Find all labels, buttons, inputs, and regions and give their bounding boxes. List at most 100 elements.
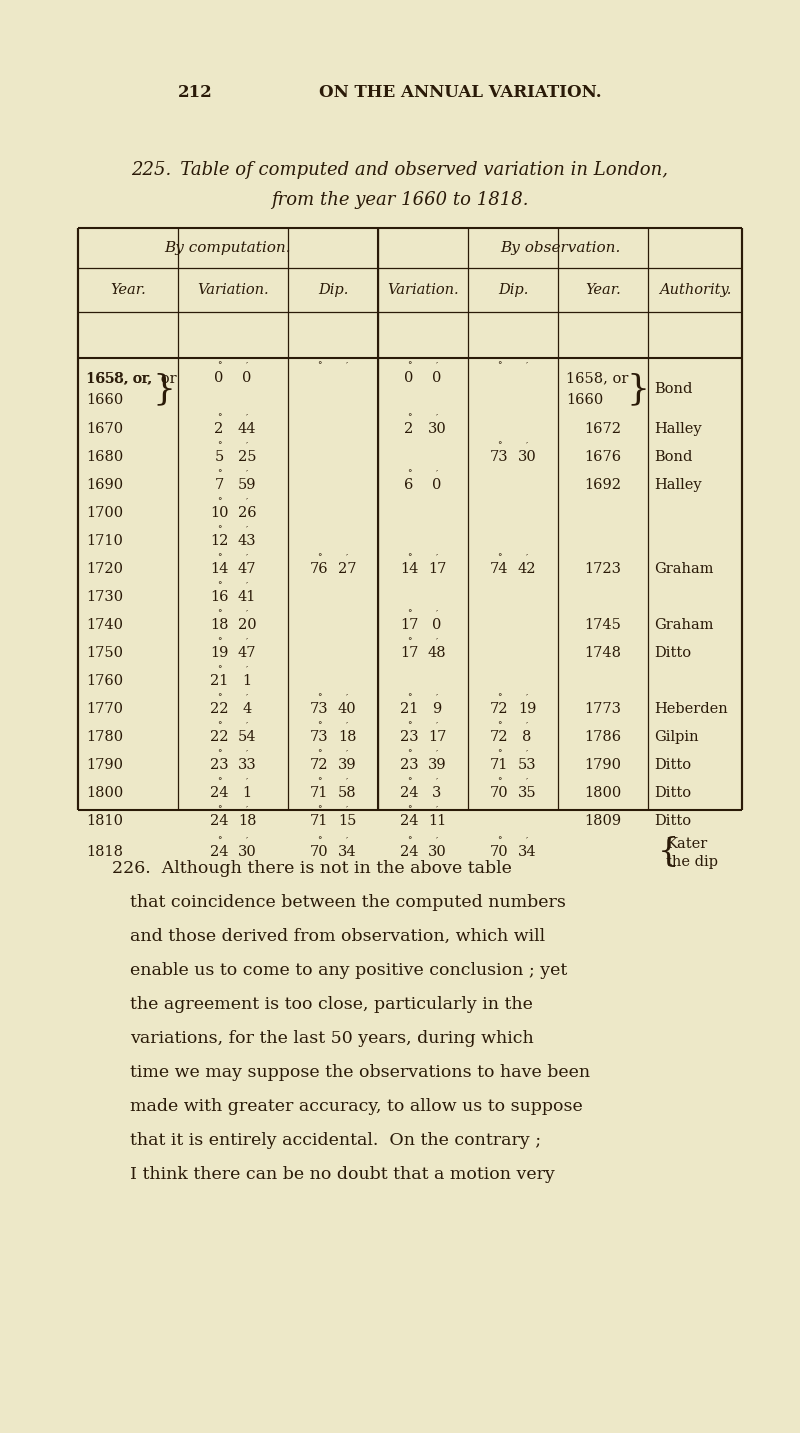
Text: 0: 0 <box>432 618 442 632</box>
Text: ′: ′ <box>346 361 348 370</box>
Text: °: ° <box>217 749 222 758</box>
Text: ′: ′ <box>246 469 248 479</box>
Text: Halley: Halley <box>654 421 702 436</box>
Text: 1800: 1800 <box>86 785 123 800</box>
Text: 30: 30 <box>428 845 446 858</box>
Text: °: ° <box>406 835 411 845</box>
Text: 1780: 1780 <box>86 729 123 744</box>
Text: 44: 44 <box>238 421 256 436</box>
Text: °: ° <box>497 553 502 562</box>
Text: ′: ′ <box>246 553 248 562</box>
Text: ′: ′ <box>246 580 248 590</box>
Text: Ditto: Ditto <box>654 646 691 661</box>
Text: that it is entirely accidental.  On the contrary ;: that it is entirely accidental. On the c… <box>130 1132 541 1149</box>
Text: °: ° <box>217 553 222 562</box>
Text: 70: 70 <box>310 845 328 858</box>
Text: °: ° <box>497 441 502 450</box>
Text: 74: 74 <box>490 562 508 576</box>
Text: 11: 11 <box>428 814 446 828</box>
Text: ′: ′ <box>526 441 528 450</box>
Text: 0: 0 <box>214 371 224 385</box>
Text: 20: 20 <box>238 618 256 632</box>
Text: 1720: 1720 <box>86 562 123 576</box>
Text: ′: ′ <box>246 609 248 618</box>
Text: 1692: 1692 <box>585 479 622 492</box>
Text: 48: 48 <box>428 646 446 661</box>
Text: 23: 23 <box>400 758 418 772</box>
Text: °: ° <box>217 721 222 729</box>
Text: °: ° <box>497 694 502 702</box>
Text: 1660: 1660 <box>86 393 123 407</box>
Text: the dip: the dip <box>666 856 718 868</box>
Text: 17: 17 <box>428 729 446 744</box>
Text: 47: 47 <box>238 562 256 576</box>
Text: 22: 22 <box>210 702 228 716</box>
Text: 1658, or,: 1658, or, <box>87 371 153 385</box>
Text: 1670: 1670 <box>86 421 123 436</box>
Text: 15: 15 <box>338 814 356 828</box>
Text: ′: ′ <box>246 665 248 674</box>
Text: 1748: 1748 <box>585 646 622 661</box>
Text: °: ° <box>497 777 502 785</box>
Text: ′: ′ <box>436 721 438 729</box>
Text: variations, for the last 50 years, during which: variations, for the last 50 years, durin… <box>130 1030 534 1048</box>
Text: °: ° <box>217 497 222 506</box>
Text: enable us to come to any positive conclusion ; yet: enable us to come to any positive conclu… <box>130 962 567 979</box>
Text: ′: ′ <box>346 553 348 562</box>
Text: 43: 43 <box>238 535 256 547</box>
Text: °: ° <box>497 749 502 758</box>
Text: 0: 0 <box>432 371 442 385</box>
Text: {: { <box>658 835 679 868</box>
Text: ′: ′ <box>246 835 248 845</box>
Text: 58: 58 <box>338 785 356 800</box>
Text: 21: 21 <box>400 702 418 716</box>
Text: ′: ′ <box>346 805 348 814</box>
Text: 1723: 1723 <box>585 562 622 576</box>
Text: 42: 42 <box>518 562 536 576</box>
Text: 30: 30 <box>238 845 256 858</box>
Text: 1790: 1790 <box>585 758 622 772</box>
Text: °: ° <box>406 361 411 370</box>
Text: 27: 27 <box>338 562 356 576</box>
Text: ′: ′ <box>526 749 528 758</box>
Text: Halley: Halley <box>654 479 702 492</box>
Text: 1730: 1730 <box>86 590 123 603</box>
Text: 22: 22 <box>210 729 228 744</box>
Text: ′: ′ <box>246 361 248 370</box>
Text: 1773: 1773 <box>585 702 622 716</box>
Text: 19: 19 <box>210 646 228 661</box>
Text: 1672: 1672 <box>585 421 622 436</box>
Text: 33: 33 <box>238 758 256 772</box>
Text: 2: 2 <box>214 421 224 436</box>
Text: ′: ′ <box>246 524 248 535</box>
Text: °: ° <box>406 749 411 758</box>
Text: }: } <box>153 373 175 406</box>
Text: 39: 39 <box>338 758 356 772</box>
Text: 71: 71 <box>490 758 508 772</box>
Text: °: ° <box>217 835 222 845</box>
Text: 1700: 1700 <box>86 506 123 520</box>
Text: and those derived from observation, which will: and those derived from observation, whic… <box>130 929 545 944</box>
Text: °: ° <box>406 469 411 479</box>
Text: time we may suppose the observations to have been: time we may suppose the observations to … <box>130 1063 590 1080</box>
Text: 23: 23 <box>400 729 418 744</box>
Text: 3: 3 <box>432 785 442 800</box>
Text: 2: 2 <box>404 421 414 436</box>
Text: 18: 18 <box>210 618 228 632</box>
Text: 41: 41 <box>238 590 256 603</box>
Text: 1770: 1770 <box>86 702 123 716</box>
Text: ′: ′ <box>526 361 528 370</box>
Text: 70: 70 <box>490 785 508 800</box>
Text: By observation.: By observation. <box>500 241 620 255</box>
Text: ′: ′ <box>526 721 528 729</box>
Text: °: ° <box>217 694 222 702</box>
Text: 1690: 1690 <box>86 479 123 492</box>
Text: °: ° <box>317 805 322 814</box>
Text: 0: 0 <box>404 371 414 385</box>
Text: 1800: 1800 <box>584 785 622 800</box>
Text: 70: 70 <box>490 845 508 858</box>
Text: ′: ′ <box>346 721 348 729</box>
Text: 39: 39 <box>428 758 446 772</box>
Text: 1810: 1810 <box>86 814 123 828</box>
Text: ′: ′ <box>346 777 348 785</box>
